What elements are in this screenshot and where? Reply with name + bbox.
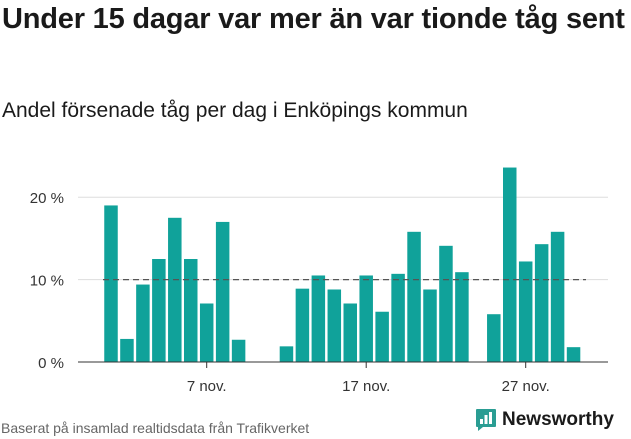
bar (566, 347, 581, 362)
bar (375, 311, 389, 362)
bar (295, 288, 310, 362)
y-tick-label: 0 % (38, 355, 64, 372)
bar-chart: 0 % 10 % 20 % 7 nov. 17 nov. 27 nov. (30, 167, 608, 395)
bar (327, 289, 342, 362)
x-tick-label: 7 nov. (187, 378, 227, 395)
bar (343, 303, 357, 362)
bar (168, 217, 182, 362)
bar (199, 303, 214, 362)
y-tick-label: 10 % (30, 273, 64, 290)
x-tick-label: 17 nov. (342, 378, 390, 395)
bar (359, 275, 373, 362)
bar (423, 289, 437, 362)
brand-logo: Newsworthy (475, 408, 614, 432)
bar (534, 244, 549, 362)
y-tick-label: 20 % (30, 190, 64, 207)
bar (391, 273, 405, 362)
bar (503, 167, 517, 362)
x-tick-label: 27 nov. (502, 378, 550, 395)
newsworthy-logo-icon (476, 409, 496, 431)
bar (550, 231, 565, 362)
bar (407, 231, 421, 362)
bar (120, 338, 134, 362)
bar (231, 339, 246, 362)
bar (152, 259, 166, 362)
source-note: Baserat på insamlad realtidsdata från Tr… (1, 420, 310, 436)
bar (455, 272, 469, 362)
bar (136, 284, 150, 362)
bar (104, 205, 118, 362)
bar (487, 314, 501, 362)
bar (311, 275, 326, 362)
bar (439, 245, 453, 362)
bar (279, 346, 294, 362)
bar (518, 261, 533, 362)
chart-subtitle: Andel försenade tåg per dag i Enköpings … (2, 99, 468, 122)
bar (215, 221, 230, 362)
chart-title: Under 15 dagar var mer än var tionde tåg… (2, 3, 625, 35)
bar (184, 259, 198, 362)
brand-name: Newsworthy (502, 409, 614, 430)
